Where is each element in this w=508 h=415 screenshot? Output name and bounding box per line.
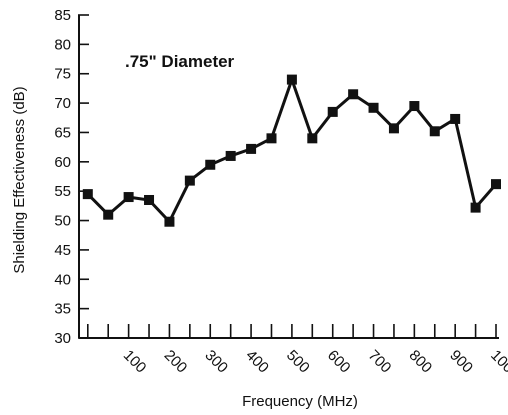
series-layer bbox=[82, 74, 501, 227]
x-tick-label: 200 bbox=[161, 347, 191, 377]
x-tick-label: 500 bbox=[283, 347, 313, 377]
x-tick-label: 400 bbox=[242, 347, 272, 377]
data-point bbox=[103, 209, 114, 220]
y-tick-label: 55 bbox=[54, 183, 71, 200]
data-point bbox=[144, 194, 155, 205]
data-point bbox=[450, 113, 461, 124]
data-point bbox=[184, 175, 195, 186]
data-point bbox=[388, 123, 399, 134]
x-tick-label: 600 bbox=[324, 347, 354, 377]
x-tick-label: 800 bbox=[406, 347, 436, 377]
data-point bbox=[429, 126, 440, 137]
y-axis-ticks: 30 35 40 45 50 55 60 65 70 75 80 85 bbox=[54, 7, 89, 347]
y-tick-label: 70 bbox=[54, 95, 71, 112]
data-point bbox=[286, 74, 297, 85]
data-point bbox=[470, 202, 481, 213]
y-tick-label: 50 bbox=[54, 213, 71, 230]
data-point bbox=[491, 179, 501, 190]
x-axis-ticks: 100 200 300 400 500 600 700 800 900 1000 bbox=[87, 324, 508, 383]
y-tick-label: 45 bbox=[54, 242, 71, 259]
x-tick-label: 100 bbox=[120, 347, 150, 377]
data-point bbox=[307, 133, 318, 144]
x-axis-title: Frequency (MHz) bbox=[242, 393, 358, 410]
y-tick-label: 40 bbox=[54, 271, 71, 288]
data-point bbox=[368, 102, 379, 113]
diameter-annotation: .75" Diameter bbox=[125, 52, 235, 71]
data-point bbox=[164, 216, 175, 227]
y-tick-label: 65 bbox=[54, 124, 71, 141]
data-point bbox=[205, 159, 216, 170]
y-tick-label: 30 bbox=[54, 330, 71, 347]
data-point bbox=[266, 133, 277, 144]
data-point bbox=[327, 106, 338, 117]
y-tick-label: 80 bbox=[54, 36, 71, 53]
x-tick-label: 900 bbox=[446, 347, 476, 377]
data-point bbox=[246, 143, 257, 154]
x-tick-label: 1000 bbox=[487, 347, 508, 383]
data-point bbox=[225, 150, 236, 161]
data-point bbox=[409, 101, 420, 112]
y-axis-title: Shielding Effectiveness (dB) bbox=[11, 86, 28, 273]
data-point bbox=[82, 189, 93, 200]
x-tick-label: 700 bbox=[365, 347, 395, 377]
y-tick-label: 85 bbox=[54, 7, 71, 24]
data-point bbox=[123, 192, 134, 203]
y-tick-label: 60 bbox=[54, 154, 71, 171]
x-tick-label: 300 bbox=[201, 347, 231, 377]
y-tick-label: 35 bbox=[54, 301, 71, 318]
data-point bbox=[348, 89, 359, 100]
y-tick-label: 75 bbox=[54, 66, 71, 83]
